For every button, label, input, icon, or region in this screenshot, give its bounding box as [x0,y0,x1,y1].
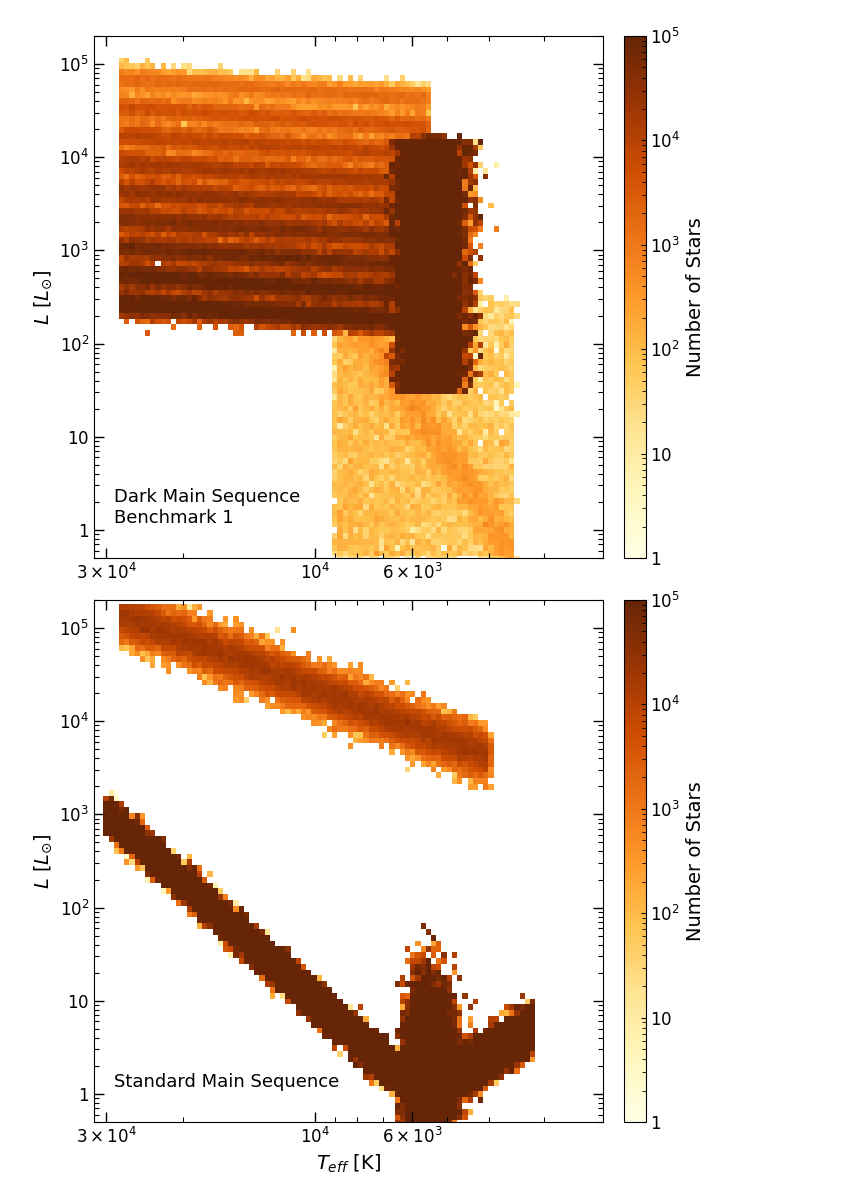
Y-axis label: Number of Stars: Number of Stars [686,217,705,377]
Text: Standard Main Sequence: Standard Main Sequence [115,1073,339,1091]
Y-axis label: $L$ [$L_{\odot}$]: $L$ [$L_{\odot}$] [32,833,54,889]
Y-axis label: Number of Stars: Number of Stars [686,781,705,941]
Y-axis label: $L$ [$L_{\odot}$]: $L$ [$L_{\odot}$] [32,269,54,325]
Text: Dark Main Sequence
Benchmark 1: Dark Main Sequence Benchmark 1 [115,488,301,527]
X-axis label: $T_{eff}$ [K]: $T_{eff}$ [K] [316,1152,380,1175]
